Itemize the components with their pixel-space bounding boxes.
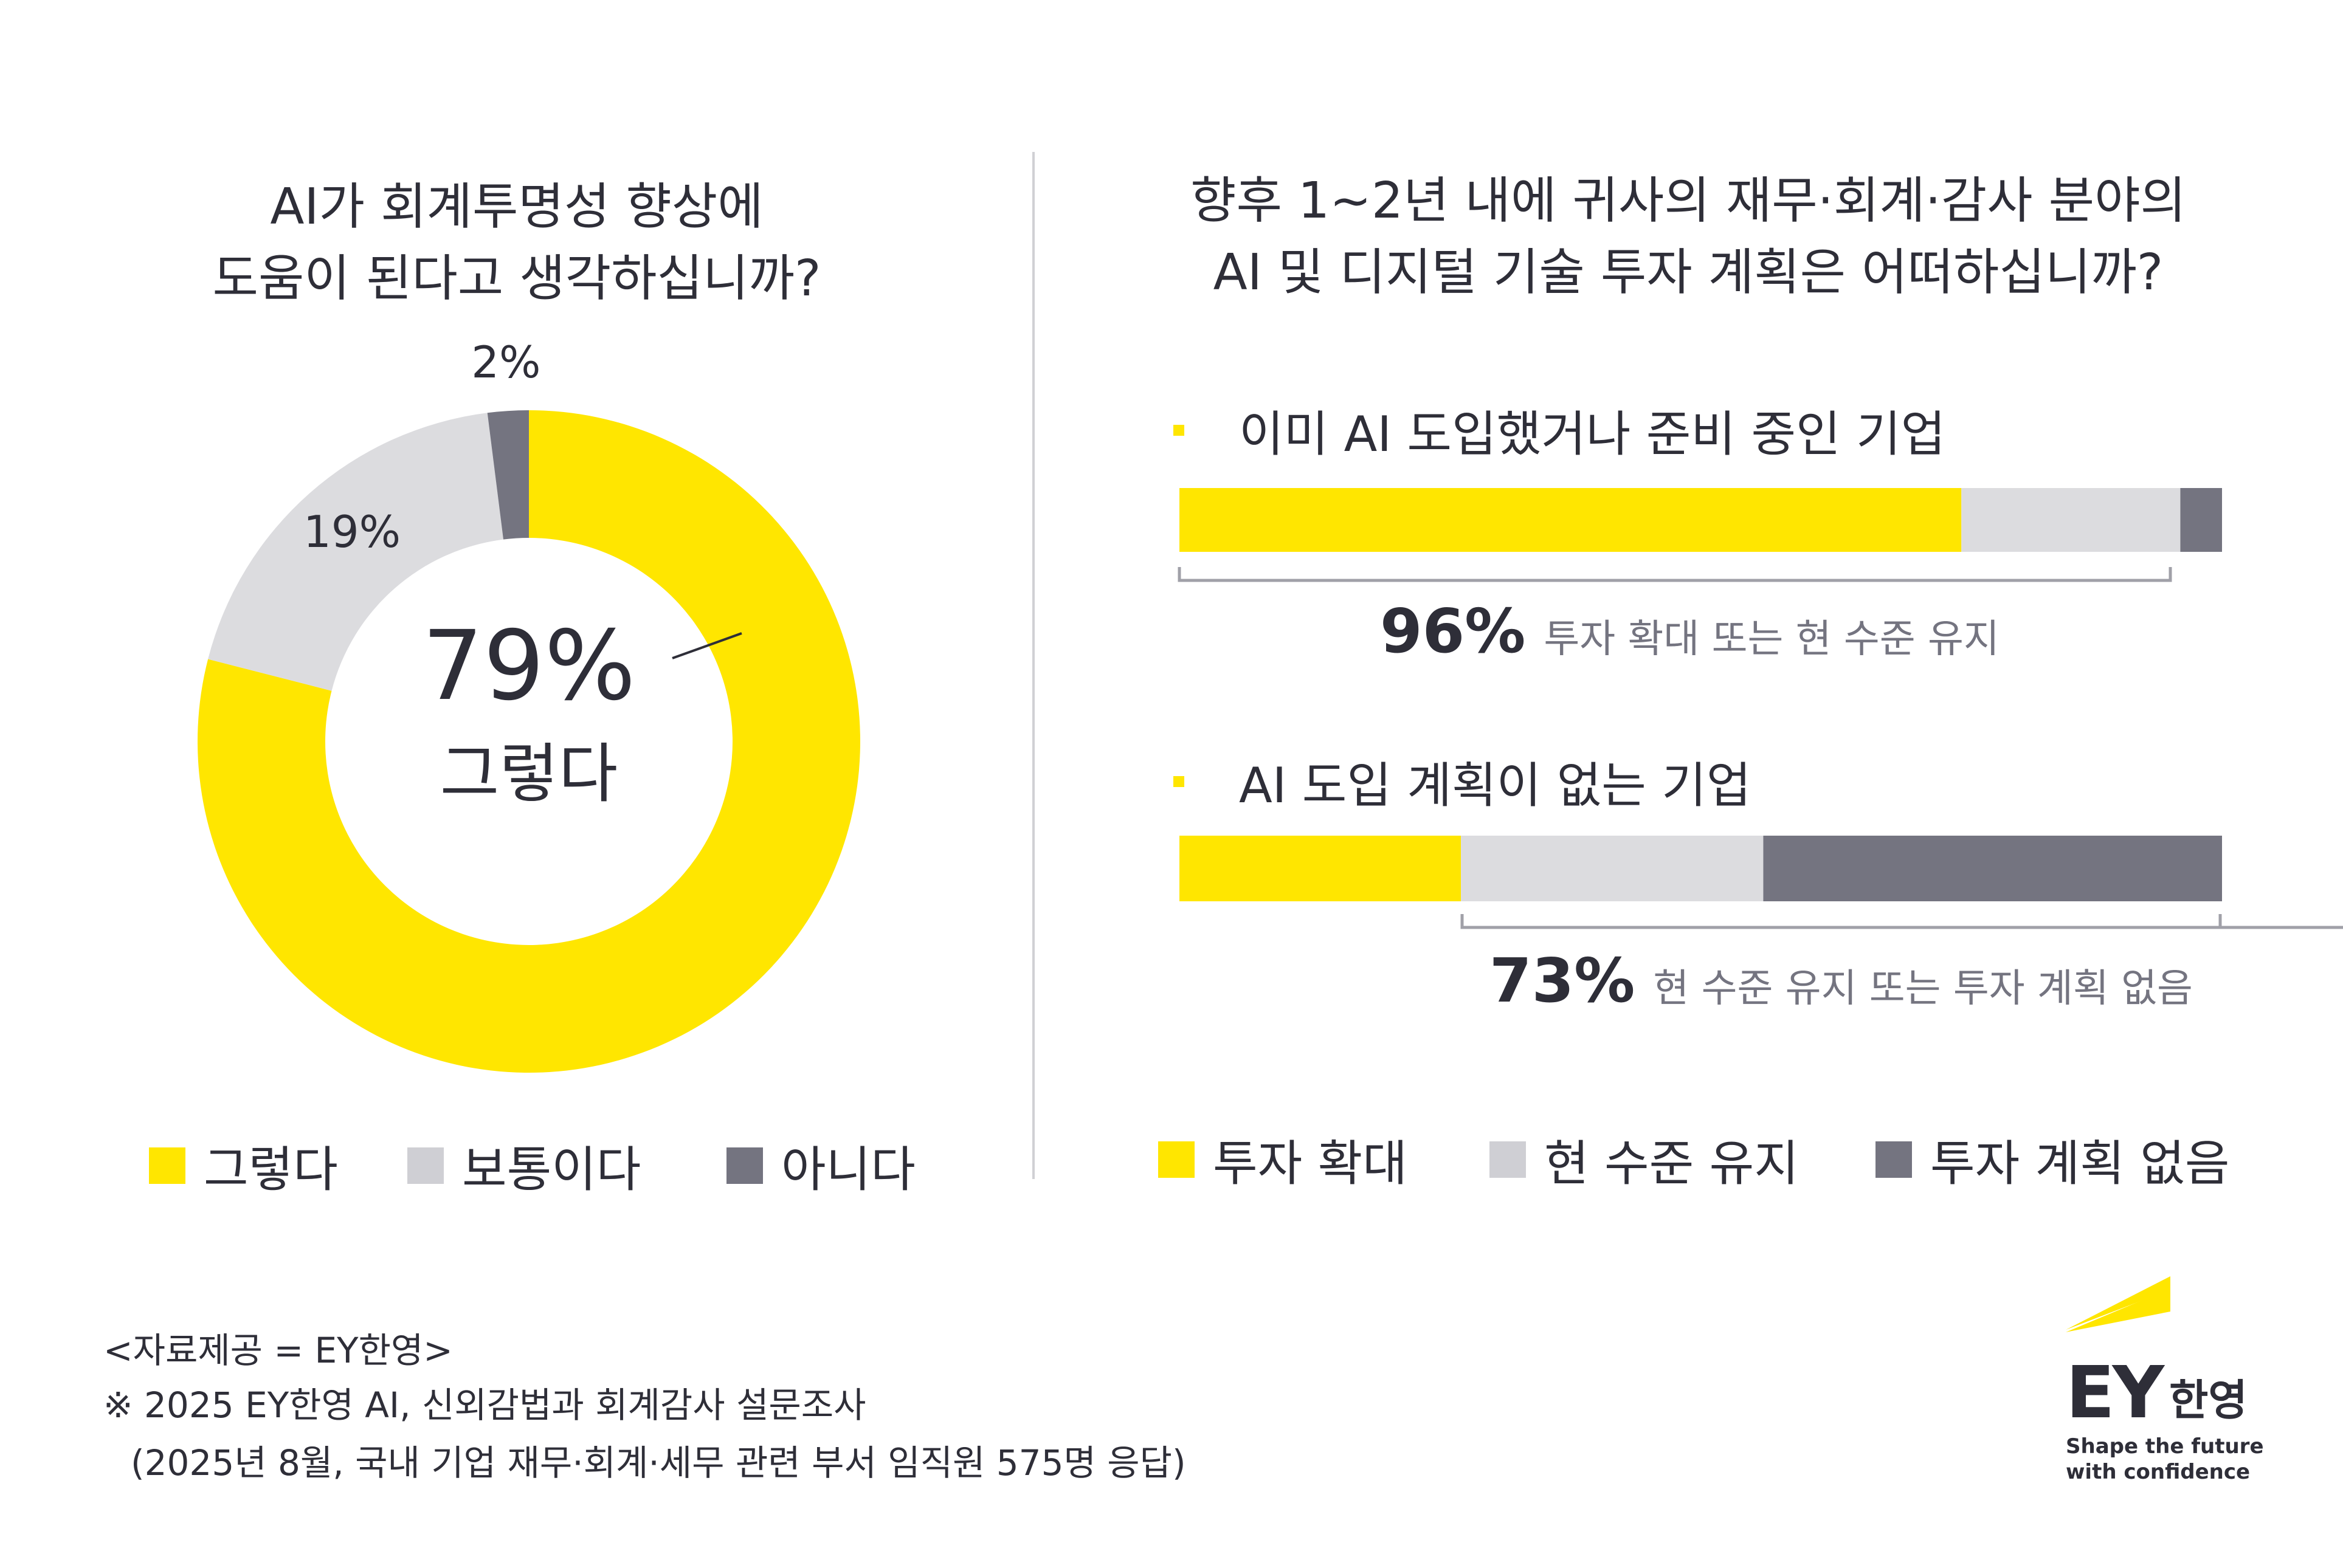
leader-line	[672, 632, 742, 659]
bar-group1-maintain	[1961, 488, 2181, 552]
left-chart-title: AI가 회계투명성 향상에 도움이 된다고 생각하십니까?	[0, 171, 1033, 315]
legend-item-neutral: 보통이다	[407, 1130, 641, 1201]
legend-item-expand: 투자 확대	[1158, 1124, 1407, 1195]
donut-label-neutral: 19%	[303, 506, 401, 557]
group1-summary: 96% 투자 확대 또는 현 수준 유지	[1380, 596, 2000, 667]
donut-slice-neutral	[208, 413, 504, 691]
legend-swatch-yellow	[1158, 1141, 1195, 1178]
bar-group2-maintain	[1461, 836, 1764, 901]
legend-swatch-light-gray	[407, 1147, 444, 1184]
bar-group1-no-plan	[2180, 488, 2222, 552]
group1-summary-text: 투자 확대 또는 현 수준 유지	[1544, 617, 2000, 662]
legend-item-no-plan: 투자 계획 없음	[1875, 1124, 2229, 1195]
legend-item-maintain: 현 수준 유지	[1489, 1124, 1799, 1195]
donut-slice-yes	[198, 410, 860, 1073]
donut-label-no: 2%	[471, 337, 540, 388]
legend-label-expand: 투자 확대	[1213, 1135, 1407, 1192]
group1-label: 이미 AI 도입했거나 준비 중인 기업	[1173, 395, 1945, 466]
group2-summary-text: 현 수준 유지 또는 투자 계획 없음	[1653, 966, 2193, 1011]
group2-bracket	[1460, 914, 2343, 929]
legend-item-yes: 그렇다	[149, 1130, 338, 1201]
group2-summary-value: 73%	[1489, 945, 1635, 1016]
group2-bullet	[1173, 776, 1184, 787]
legend-swatch-dark-gray	[1875, 1141, 1912, 1178]
ey-tagline-line2: with confidence	[2066, 1460, 2251, 1484]
ey-tagline-line1: Shape the future	[2066, 1434, 2264, 1459]
legend-swatch-dark-gray	[726, 1147, 763, 1184]
ey-logo-beam-icon	[2066, 1276, 2170, 1332]
footer-survey: ※ 2025 EY한영 AI, 신외감법과 회계감사 설문조사	[103, 1384, 866, 1426]
panel-divider	[1032, 152, 1035, 1179]
legend-label-no: 아니다	[781, 1141, 916, 1198]
legend-item-no: 아니다	[726, 1130, 916, 1201]
ey-logo-mark: EY	[2066, 1350, 2164, 1434]
group1-bullet	[1173, 425, 1184, 436]
left-title-line2: 도움이 된다고 생각하십니까?	[212, 250, 821, 308]
bar-group2-expand	[1179, 836, 1461, 901]
donut-center-label: 그렇다	[440, 737, 618, 811]
group2-label: AI 도입 계획이 없는 기업	[1173, 746, 1751, 817]
bar-group2-no-plan	[1763, 836, 2222, 901]
bar-group1-expand	[1179, 488, 1962, 552]
stacked-bar-chart	[1178, 488, 2343, 929]
bar-segments	[1179, 488, 2222, 901]
legend-label-no-plan: 투자 계획 없음	[1930, 1135, 2230, 1192]
right-title-line2: AI 및 디지털 기술 투자 계획은 어떠하십니까?	[1213, 244, 2164, 301]
donut-chart: 79% 그렇다 19% 2%	[198, 337, 860, 1073]
right-title-line1: 향후 1~2년 내에 귀사의 재무·회계·감사 분야의	[1190, 172, 2186, 230]
group1-label-text: 이미 AI 도입했거나 준비 중인 기업	[1239, 406, 1946, 462]
left-title-line1: AI가 회계투명성 향상에	[270, 178, 764, 236]
donut-slices	[198, 410, 860, 1073]
donut-slice-no	[487, 410, 529, 540]
legend-swatch-light-gray	[1489, 1141, 1526, 1178]
ey-logo-korean: 한영	[2169, 1375, 2248, 1425]
group1-summary-value: 96%	[1380, 596, 1526, 667]
right-chart-title: 향후 1~2년 내에 귀사의 재무·회계·감사 분야의 AI 및 디지털 기술 …	[1033, 165, 2343, 309]
donut-center-value: 79%	[422, 610, 635, 722]
footer-note: (2025년 8월, 국내 기업 재무·회계·세무 관련 부서 임직원 575명…	[131, 1442, 1186, 1484]
legend-label-yes: 그렇다	[204, 1141, 338, 1198]
group2-label-text: AI 도입 계획이 없는 기업	[1239, 757, 1751, 814]
donut-labels: 19% 2%	[303, 337, 540, 557]
legend-label-neutral: 보통이다	[462, 1141, 641, 1198]
legend-swatch-yellow	[149, 1147, 185, 1184]
footer-source: <자료제공 = EY한영>	[103, 1330, 453, 1371]
legend-label-maintain: 현 수준 유지	[1544, 1135, 1799, 1192]
group2-summary: 73% 현 수준 유지 또는 투자 계획 없음	[1489, 945, 2193, 1016]
group1-bracket	[1178, 567, 2172, 582]
